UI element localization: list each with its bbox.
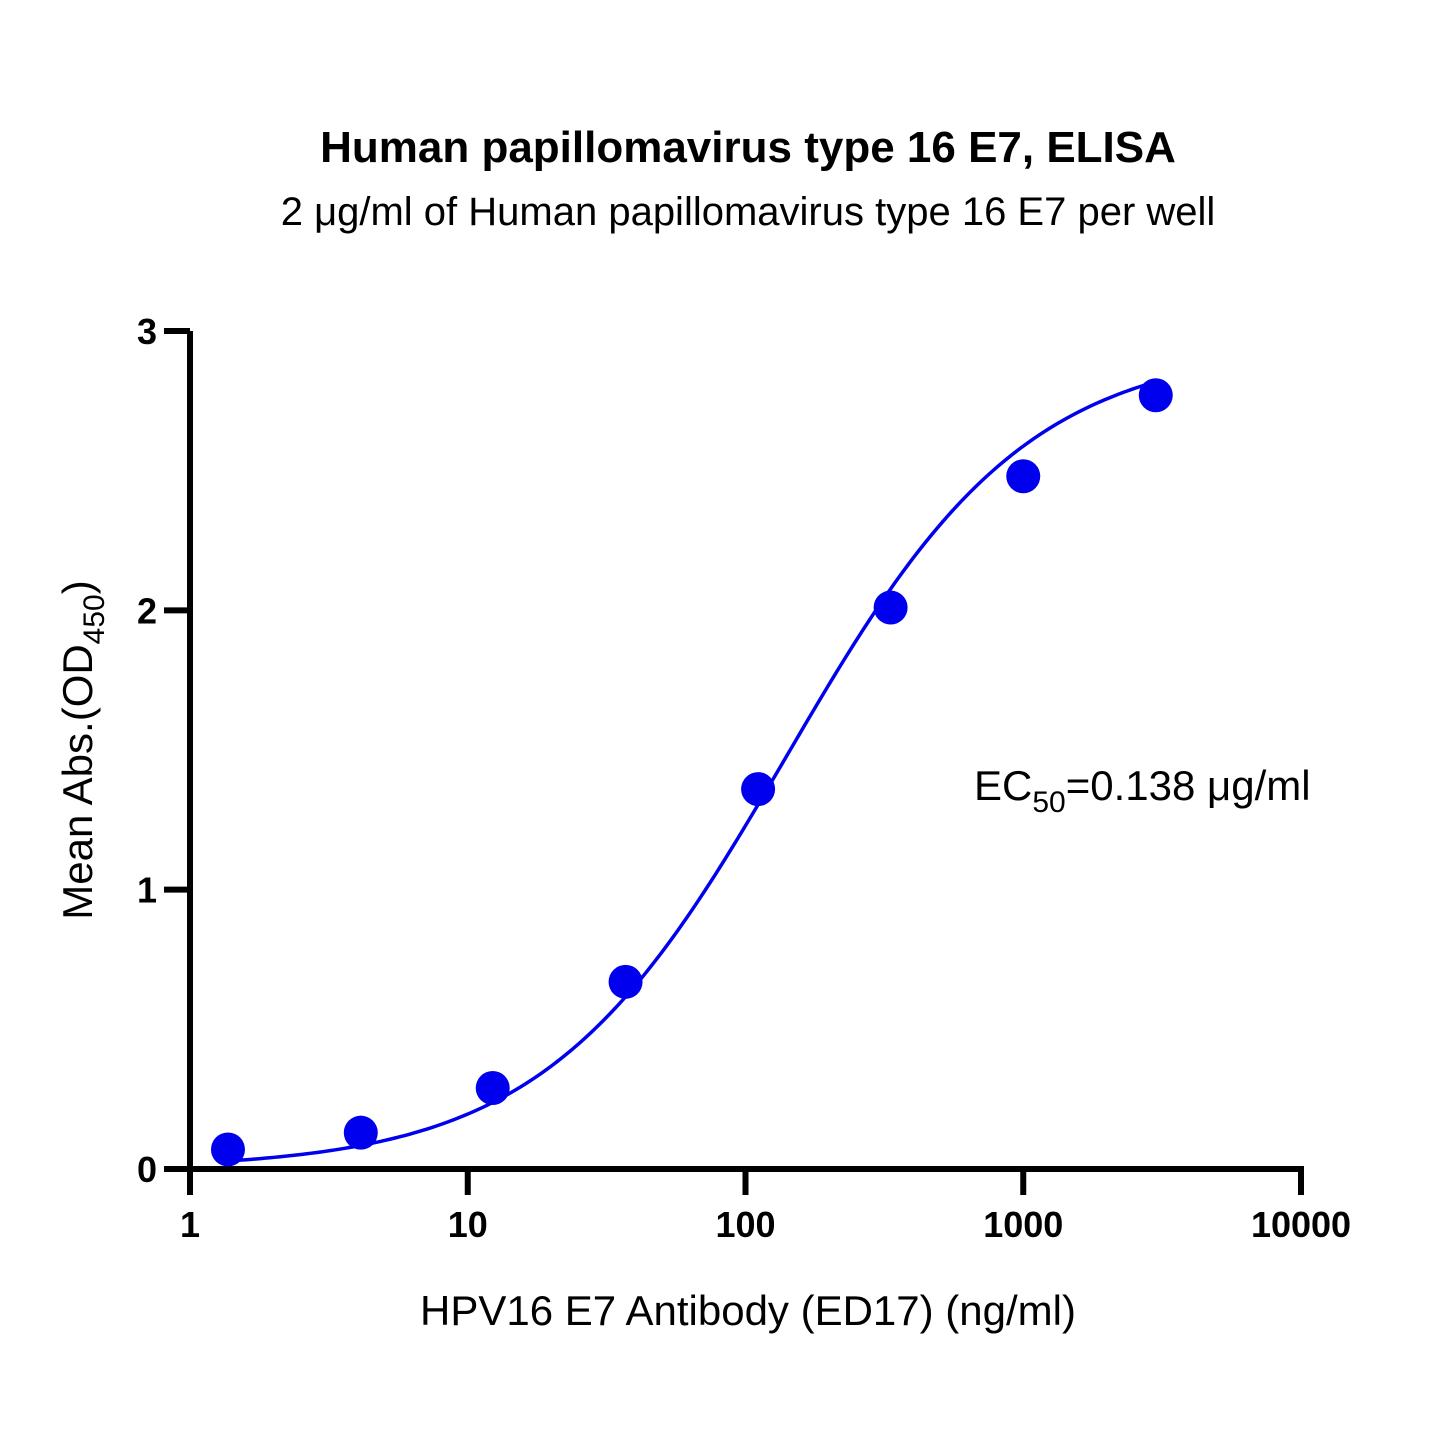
- data-point-0: [210, 1132, 245, 1167]
- y-axis-ticks: 0 1 2 3: [137, 311, 190, 1190]
- data-point-3: [608, 964, 643, 999]
- ec50-label-value: =0.138 μg/ml: [1066, 762, 1311, 809]
- y-tick-label-3: 3: [137, 311, 157, 352]
- x-tick-label-4: 10000: [1251, 1204, 1351, 1245]
- x-tick-label-2: 100: [715, 1204, 775, 1245]
- y-tick-label-0: 0: [137, 1149, 157, 1190]
- x-tick-label-1: 10: [448, 1204, 488, 1245]
- data-point-1: [343, 1115, 378, 1150]
- y-axis-label: Mean Abs.(OD450): [54, 580, 111, 920]
- ec50-annotation: EC50=0.138 μg/ml: [974, 762, 1311, 819]
- y-axis-label-sub: 450: [78, 594, 111, 644]
- data-point-7: [1138, 378, 1173, 413]
- y-tick-label-2: 2: [137, 590, 157, 631]
- chart-title: Human papillomavirus type 16 E7, ELISA: [320, 123, 1176, 172]
- ec50-label-sub: 50: [1032, 786, 1065, 819]
- data-points: [210, 378, 1173, 1167]
- x-axis-label: HPV16 E7 Antibody (ED17) (ng/ml): [420, 1287, 1076, 1334]
- data-point-5: [873, 590, 908, 625]
- data-point-2: [475, 1070, 510, 1105]
- y-axis-label-end: ): [54, 580, 101, 594]
- data-point-6: [1006, 459, 1041, 494]
- data-point-4: [741, 772, 776, 807]
- x-axis-ticks: 1 10 100 1000 10000: [180, 1169, 1351, 1245]
- y-tick-label-1: 1: [137, 870, 157, 911]
- x-tick-label-0: 1: [180, 1204, 200, 1245]
- chart-subtitle: 2 μg/ml of Human papillomavirus type 16 …: [281, 190, 1216, 234]
- ec50-label-main: EC: [974, 762, 1032, 809]
- fit-curve: [227, 380, 1157, 1163]
- y-axis-label-main: Mean Abs.(OD: [54, 644, 101, 919]
- x-tick-label-3: 1000: [983, 1204, 1063, 1245]
